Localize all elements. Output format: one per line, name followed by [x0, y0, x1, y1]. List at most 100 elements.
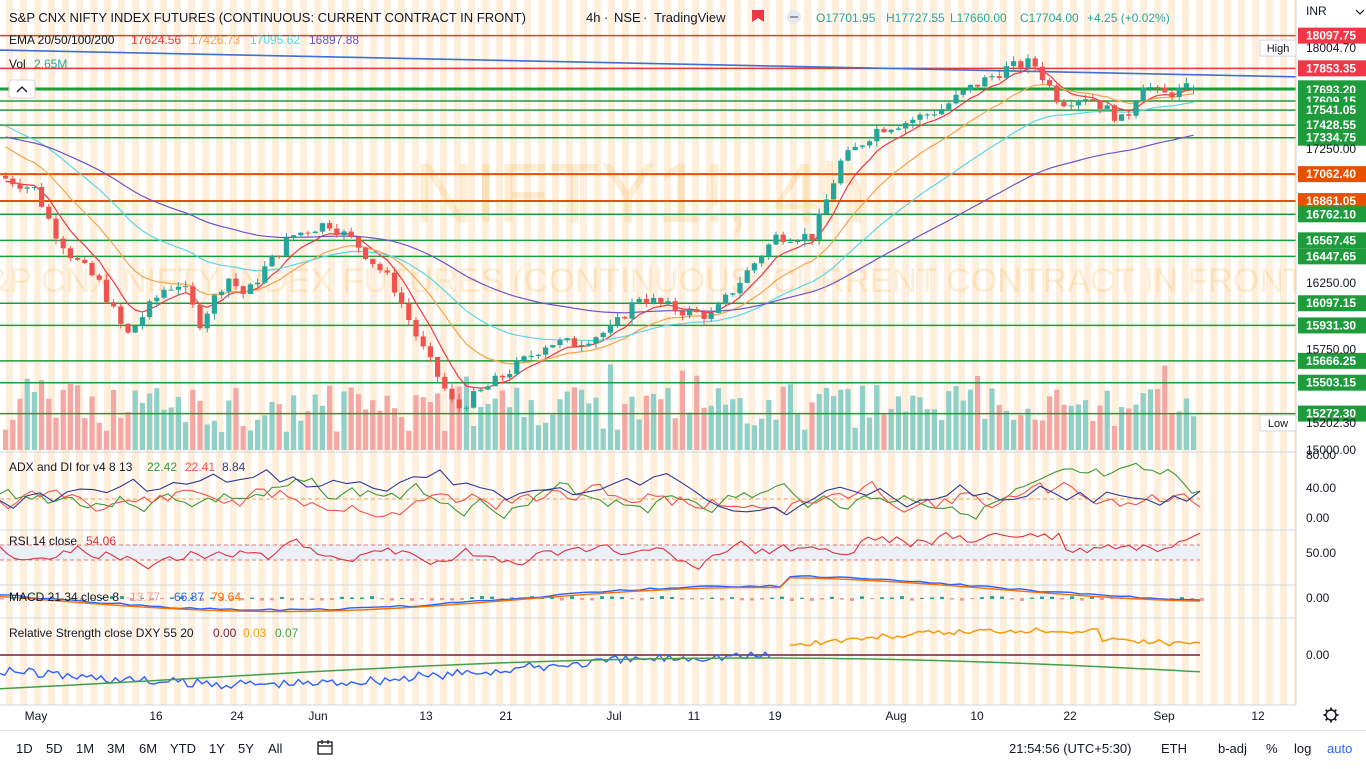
volume-bar [103, 430, 109, 450]
horizontal-levels[interactable] [0, 34, 1296, 415]
background-stripe [48, 0, 55, 705]
background-stripe [118, 0, 125, 705]
macd-histogram-bar [760, 598, 764, 600]
volume-bar [881, 414, 887, 450]
macd-histogram-bar [220, 598, 224, 601]
volume-bar [31, 391, 37, 450]
macd-histogram-bar [780, 596, 784, 599]
volume-bar [204, 424, 210, 450]
time-axis-label: 11 [688, 709, 701, 723]
volume-bar [406, 430, 412, 450]
volume-bar [507, 407, 513, 450]
range-6m-button[interactable]: 6M [139, 741, 158, 756]
trend-line[interactable] [0, 49, 1297, 78]
adjust-toggle[interactable]: b-adj [1218, 741, 1247, 756]
volume-bar [1104, 390, 1110, 450]
candle-body [46, 206, 52, 219]
background-stripe [594, 0, 601, 705]
macd-histogram-bar [680, 598, 684, 600]
volume-bar [737, 397, 743, 450]
macd-histogram-bar [700, 598, 704, 600]
range-5y-button[interactable]: 5Y [238, 741, 254, 756]
candle-body [1126, 114, 1132, 116]
volume-bar [528, 400, 534, 450]
volume-bar [1061, 404, 1067, 450]
range-3m-button[interactable]: 3M [107, 741, 126, 756]
time-axis-label: 22 [1063, 709, 1077, 723]
adx-legend-label: ADX and DI for v4 8 13 [9, 460, 133, 474]
background-stripe [664, 0, 671, 705]
macd-histogram-bar [130, 598, 134, 601]
volume-bar [276, 404, 282, 450]
auto-toggle[interactable]: auto [1327, 741, 1353, 756]
candle-body [1047, 80, 1053, 86]
time-axis-label: 24 [230, 709, 244, 723]
volume-bar [420, 397, 426, 450]
adx-minus-di-line [0, 480, 1201, 518]
candle-body [931, 114, 937, 116]
candle-body [622, 317, 628, 319]
platform-label: TradingView [654, 10, 726, 25]
candle-body [276, 255, 282, 257]
macd-histogram-bar [270, 598, 274, 601]
background-stripe [1014, 0, 1021, 705]
time-axis-label: 13 [419, 709, 433, 723]
macd-histogram-bar [1100, 598, 1104, 601]
volume-bar [291, 395, 297, 450]
candle-body [1169, 92, 1175, 98]
price-tag-label: 18004.70 [1306, 41, 1356, 55]
volume-bar [629, 396, 635, 450]
background-stripe [342, 0, 349, 705]
macd-histogram-bar [200, 598, 204, 601]
candle-body [449, 388, 455, 400]
percent-toggle[interactable]: % [1266, 741, 1278, 756]
background-stripe [300, 0, 307, 705]
candle-body [715, 304, 721, 313]
candle-body [615, 317, 621, 326]
background-stripe [1252, 0, 1259, 705]
price-tag-label: 17428.55 [1306, 118, 1356, 132]
date-range-icon[interactable] [316, 739, 334, 760]
background-stripe [776, 0, 783, 705]
candle-body [226, 278, 232, 292]
bottom-toolbar: 1D 5D 1M 3M 6M YTD 1Y 5Y All 21:54:56 (U… [0, 730, 1366, 769]
candle-body [579, 345, 585, 347]
range-ytd-button[interactable]: YTD [170, 741, 196, 756]
settings-gear-icon[interactable] [1323, 707, 1339, 723]
candle-body [1054, 85, 1060, 103]
candle-body [795, 240, 801, 242]
price-tag: 18097.75 [1298, 27, 1366, 44]
volume-bar [1162, 365, 1168, 450]
volume-bar [10, 419, 16, 450]
clock-readout[interactable]: 21:54:56 (UTC+5:30) [1009, 741, 1132, 756]
session-toggle[interactable]: ETH [1161, 741, 1187, 756]
rsi-value: 54.06 [86, 534, 116, 548]
background-stripe [202, 0, 209, 705]
price-tag-box [1298, 295, 1366, 312]
collapse-legend-button[interactable] [8, 79, 36, 99]
adx-axis-label: 40.00 [1306, 481, 1336, 495]
range-all-button[interactable]: All [268, 741, 283, 756]
ohlc-high: H17727.55 [886, 11, 945, 25]
watermark-symbol: NIFTY1!, 4h [414, 146, 867, 240]
volume-bar [571, 387, 577, 450]
background-stripe [1182, 0, 1189, 705]
background-stripe [90, 0, 97, 705]
range-1m-button[interactable]: 1M [76, 741, 95, 756]
log-toggle[interactable]: log [1294, 741, 1312, 756]
range-1y-button[interactable]: 1Y [209, 741, 225, 756]
candle-body [953, 94, 959, 104]
volume-bar [1083, 400, 1089, 450]
candle-body [708, 312, 714, 320]
candle-body [1162, 87, 1168, 93]
candle-body [435, 357, 441, 377]
volume-bar [219, 431, 225, 450]
range-1d-button[interactable]: 1D [16, 741, 33, 756]
volume-bar [723, 404, 729, 450]
time-axis-label: 21 [499, 709, 513, 723]
range-5d-button[interactable]: 5D [46, 741, 63, 756]
candle-body [1147, 87, 1153, 89]
candle-body [1191, 88, 1197, 90]
volume-bar [1183, 398, 1189, 450]
